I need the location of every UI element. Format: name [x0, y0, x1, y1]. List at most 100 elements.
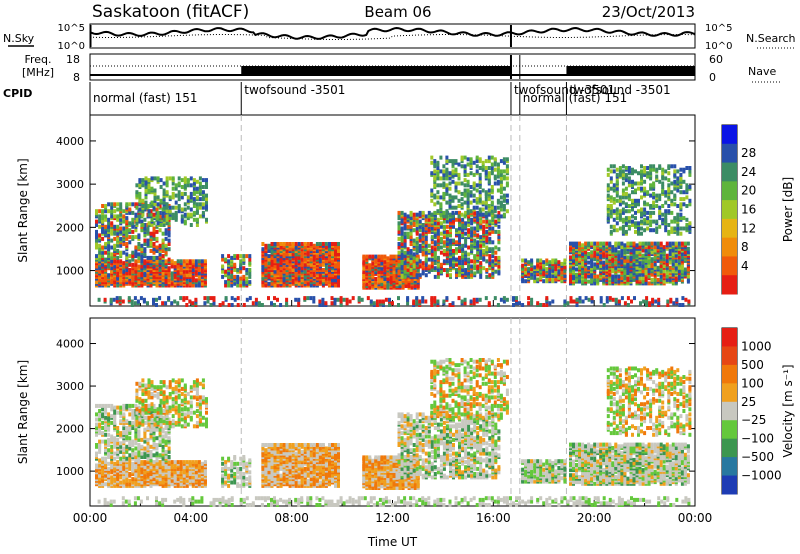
power-cell: [627, 169, 631, 174]
power-cell: [97, 297, 101, 302]
power-cell: [366, 296, 370, 301]
power-cell: [206, 296, 210, 301]
power-cell: [505, 164, 509, 169]
power-cell: [612, 224, 616, 229]
power-cell: [205, 178, 208, 183]
power-cell: [475, 188, 479, 193]
power-cell: [104, 204, 108, 208]
power-cell: [400, 217, 404, 222]
power-cell: [309, 262, 313, 267]
power-cell: [433, 174, 437, 179]
power-cell: [455, 250, 458, 255]
power-cell: [505, 209, 509, 214]
power-cell: [439, 169, 443, 174]
power-cell: [167, 247, 171, 252]
power-cell: [104, 257, 108, 262]
power-cell: [251, 301, 255, 306]
power-cell: [291, 242, 295, 246]
power-cell: [330, 296, 334, 301]
power-cell: [294, 271, 298, 276]
power-cell: [472, 160, 476, 165]
power-cell: [138, 195, 142, 200]
power-cell: [624, 186, 628, 191]
power-cell: [137, 280, 141, 285]
power-cell: [685, 166, 689, 170]
power-cell: [461, 233, 465, 238]
power-cell: [101, 254, 105, 259]
power-cell: [315, 254, 319, 259]
power-cell: [436, 245, 440, 250]
power-cell: [95, 229, 98, 234]
power-cell: [649, 183, 653, 188]
power-cell: [581, 243, 585, 248]
power-cell: [624, 229, 628, 234]
power-cell: [680, 241, 684, 246]
power-cell: [493, 205, 497, 210]
power-cell: [439, 183, 443, 188]
power-cell: [162, 200, 166, 205]
power-cell: [602, 277, 606, 282]
power-cell: [674, 241, 678, 246]
power-cell: [112, 297, 116, 302]
power-cell: [203, 296, 207, 301]
power-cell: [499, 207, 503, 212]
power-cell: [469, 200, 473, 205]
power-cell: [596, 274, 600, 279]
power-cell: [415, 219, 419, 224]
power-cell: [445, 296, 449, 301]
power-cell: [648, 301, 652, 306]
power-cell: [173, 264, 177, 269]
power-cell: [119, 202, 123, 207]
power-cell: [324, 266, 328, 271]
power-cell: [470, 269, 474, 274]
power-cell: [557, 270, 561, 275]
power-cell: [439, 236, 443, 241]
power-cell: [427, 214, 431, 219]
power-cell: [248, 268, 252, 272]
power-cell: [439, 176, 443, 181]
power-cell: [430, 257, 434, 262]
power-cell: [662, 245, 666, 250]
power-cell: [198, 188, 202, 193]
power-cell: [267, 243, 271, 248]
power-cell: [554, 258, 558, 263]
power-cell: [442, 191, 446, 196]
power-cell: [634, 181, 637, 186]
power-cell: [491, 226, 495, 231]
power-cell: [491, 229, 495, 234]
power-cell: [418, 219, 422, 224]
power-cell: [324, 242, 328, 246]
power-cell: [198, 214, 202, 219]
power-cell: [624, 172, 628, 177]
power-cell: [137, 264, 141, 269]
power-cell: [606, 167, 610, 172]
velocity-cell: [101, 460, 105, 465]
power-cell: [115, 296, 119, 301]
power-cell: [192, 197, 196, 202]
power-cell: [682, 202, 686, 207]
power-cell: [458, 210, 461, 215]
power-cell: [397, 210, 401, 215]
power-cell: [104, 242, 108, 246]
power-cell: [563, 258, 567, 263]
power-cell: [113, 236, 117, 241]
power-cell: [95, 264, 98, 269]
power-cell: [442, 181, 446, 186]
power-cell: [113, 243, 117, 248]
power-cell: [688, 221, 692, 226]
power-cell: [159, 223, 163, 227]
power-cell: [198, 176, 202, 181]
power-cell: [167, 233, 171, 238]
power-cell: [478, 197, 482, 202]
power-cell: [392, 259, 396, 264]
power-cell: [415, 257, 419, 262]
power-cell: [612, 197, 616, 202]
power-cell: [445, 236, 449, 241]
power-cell: [476, 214, 480, 219]
power-cell: [481, 207, 485, 212]
power-cell: [254, 301, 258, 306]
power-cell: [195, 202, 199, 207]
power-cell: [430, 261, 434, 266]
power-cell: [391, 301, 394, 306]
velocity-cell: [128, 472, 132, 476]
